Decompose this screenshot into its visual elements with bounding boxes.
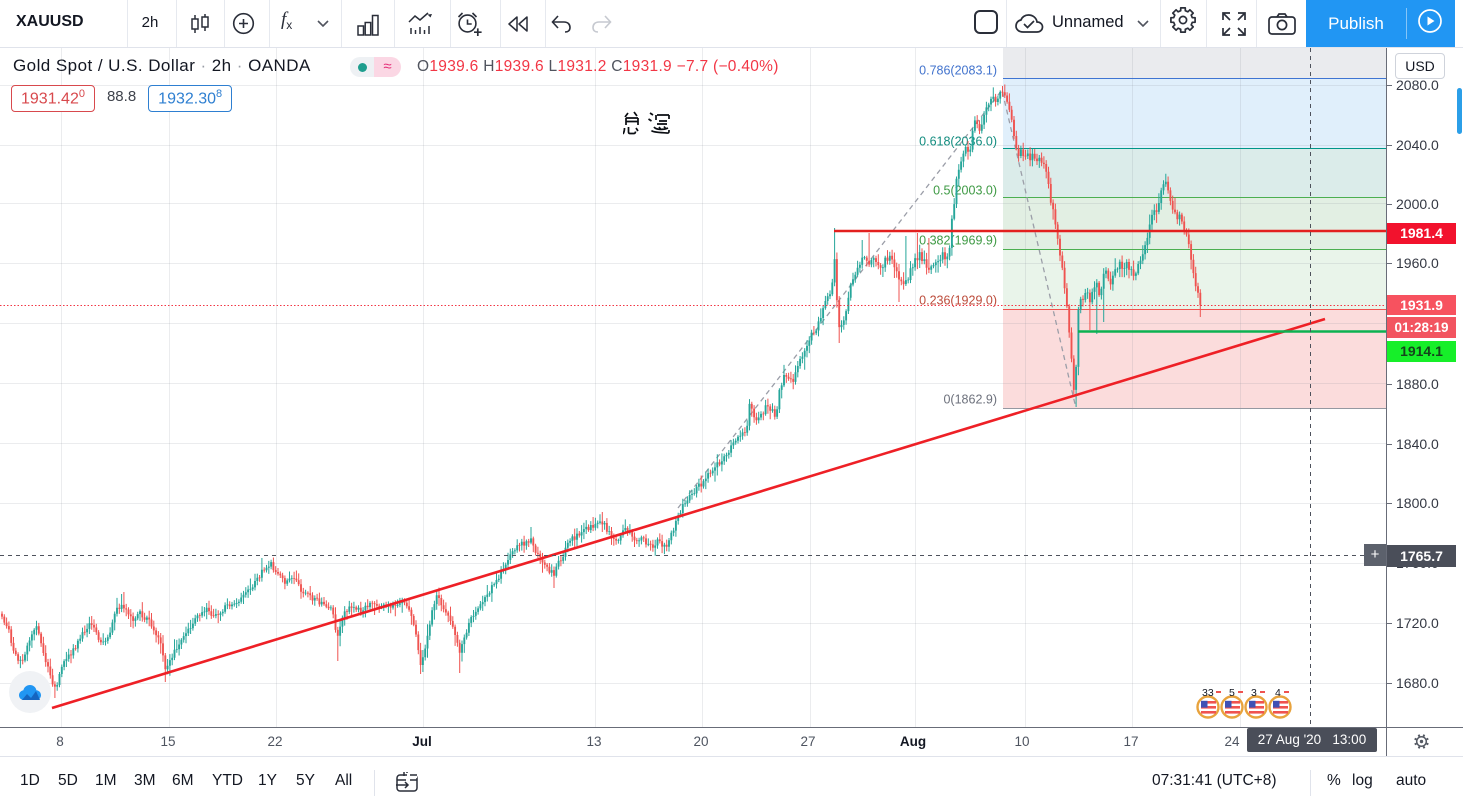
svg-text:5: 5 <box>1229 687 1235 699</box>
svg-text:4: 4 <box>1275 687 1281 699</box>
svg-text:0.618(2036.0): 0.618(2036.0) <box>919 135 997 149</box>
svg-text:3: 3 <box>1251 687 1257 699</box>
svg-text:0(1862.9): 0(1862.9) <box>943 393 997 407</box>
svg-text:0.5(2003.0): 0.5(2003.0) <box>933 184 997 198</box>
svg-text:0.786(2083.1): 0.786(2083.1) <box>919 64 997 78</box>
svg-text:0.382(1969.9): 0.382(1969.9) <box>919 234 997 248</box>
svg-text:33: 33 <box>1202 687 1214 699</box>
svg-text:0.236(1929.0): 0.236(1929.0) <box>919 294 997 308</box>
